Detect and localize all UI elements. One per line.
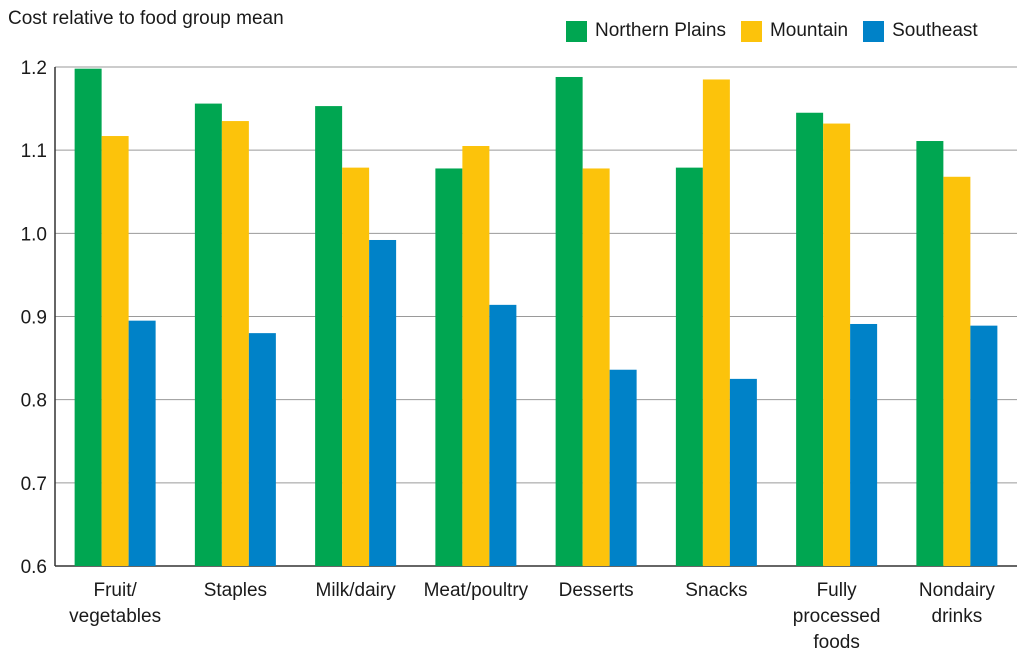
bar	[675, 167, 703, 567]
y-tick-label: 1.1	[21, 141, 47, 162]
legend-swatch-mountain	[740, 20, 762, 42]
legend-swatch-northern-plains	[566, 20, 587, 42]
y-tick-label: 0.6	[21, 557, 47, 578]
legend-label-southeast: Southeast	[892, 20, 978, 41]
x-tick-label: Fruit/vegetables	[69, 580, 161, 627]
bar	[970, 325, 998, 566]
y-tick-label: 0.8	[21, 391, 47, 412]
bar	[369, 239, 397, 566]
bar	[609, 369, 637, 566]
bar	[823, 123, 851, 566]
bar	[315, 106, 343, 567]
bar	[128, 320, 156, 566]
bar	[74, 68, 102, 566]
bar	[555, 76, 583, 566]
bar	[342, 167, 370, 567]
bar	[101, 136, 129, 567]
bar	[796, 112, 824, 566]
legend-item-northern-plains: Northern Plains	[566, 20, 726, 42]
y-tick-label: 1.2	[21, 58, 47, 79]
x-tick-label: Nondairy drinks	[919, 580, 996, 627]
y-tick-label: 0.9	[21, 308, 47, 329]
legend-item-southeast: Southeast	[863, 20, 978, 42]
x-tick-label: Fully processed foods	[793, 580, 881, 653]
x-tick-label: Milk/dairy	[316, 580, 397, 601]
x-tick-label: Snacks	[685, 580, 747, 601]
bar	[248, 333, 276, 566]
x-tick-label: Desserts	[559, 580, 634, 601]
bar	[194, 103, 222, 567]
bar	[489, 304, 517, 566]
legend-swatch-southeast	[863, 20, 885, 42]
bar	[702, 79, 730, 566]
bar	[582, 168, 610, 567]
legend-label-mountain: Mountain	[769, 20, 849, 41]
x-tick-label: Staples	[204, 580, 267, 601]
bar	[850, 323, 878, 566]
y-tick-label: 0.7	[21, 474, 47, 495]
bar	[729, 378, 757, 566]
legend: Northern Plains Mountain Southeast	[566, 20, 978, 42]
bar	[916, 141, 944, 567]
y-tick-label: 1.0	[21, 224, 47, 245]
legend-label-northern-plains: Northern Plains	[595, 20, 726, 41]
bar	[943, 176, 971, 566]
legend-item-mountain: Mountain	[740, 20, 849, 42]
bar	[462, 146, 490, 566]
y-axis-title: Cost relative to food group mean	[8, 8, 284, 29]
x-tick-label: Meat/poultry	[424, 580, 529, 601]
bar	[435, 168, 463, 567]
bar	[221, 121, 249, 566]
